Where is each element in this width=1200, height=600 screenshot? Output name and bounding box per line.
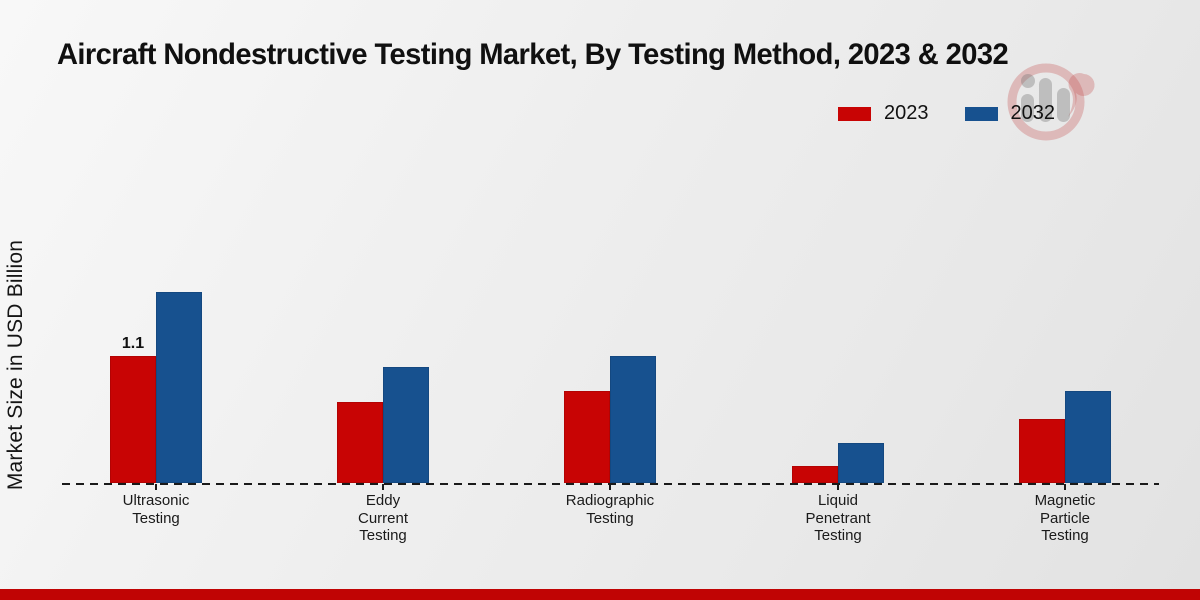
bar-2032-liquid-penetrant-testing xyxy=(838,443,884,483)
x-axis-tick xyxy=(155,484,157,490)
bar-2023-eddy-current-testing xyxy=(337,402,383,483)
x-axis-baseline xyxy=(62,483,1159,485)
footer-accent-strip xyxy=(0,589,1200,600)
bar-2032-magnetic-particle-testing xyxy=(1065,391,1111,483)
x-axis-tick xyxy=(837,484,839,490)
legend-swatch-2023 xyxy=(838,106,871,121)
bar-2023-magnetic-particle-testing xyxy=(1019,419,1065,483)
bar-2023-liquid-penetrant-testing xyxy=(792,466,838,483)
bar-2023-ultrasonic-testing xyxy=(110,356,156,483)
x-axis-tick xyxy=(609,484,611,490)
bar-2032-eddy-current-testing xyxy=(383,367,429,483)
legend-swatch-2032 xyxy=(964,106,998,121)
legend-item-2032: 2032 xyxy=(964,102,1056,125)
legend-label-2023: 2023 xyxy=(884,102,929,124)
x-tick-label-magnetic-particle-testing: Magnetic Particle Testing xyxy=(1034,492,1096,544)
bar-2032-ultrasonic-testing xyxy=(156,292,202,483)
bar-value-label: 1.1 xyxy=(121,335,145,352)
legend-label-2032: 2032 xyxy=(1010,102,1056,124)
x-tick-label-liquid-penetrant-testing: Liquid Penetrant Testing xyxy=(805,492,871,544)
chart-title: Aircraft Nondestructive Testing Market, … xyxy=(57,38,1009,71)
x-axis-tick xyxy=(382,484,384,490)
legend-item-2023: 2023 xyxy=(838,102,929,125)
x-axis-tick xyxy=(1064,484,1066,490)
legend: 2023 2032 xyxy=(838,102,1055,125)
bar-2023-radiographic-testing xyxy=(564,391,610,483)
bar-2032-radiographic-testing xyxy=(610,356,656,483)
x-tick-label-eddy-current-testing: Eddy Current Testing xyxy=(357,492,409,544)
x-tick-label-ultrasonic-testing: Ultrasonic Testing xyxy=(122,492,190,527)
y-axis-label: Market Size in USD Billion xyxy=(4,239,27,491)
x-tick-label-radiographic-testing: Radiographic Testing xyxy=(565,492,655,527)
